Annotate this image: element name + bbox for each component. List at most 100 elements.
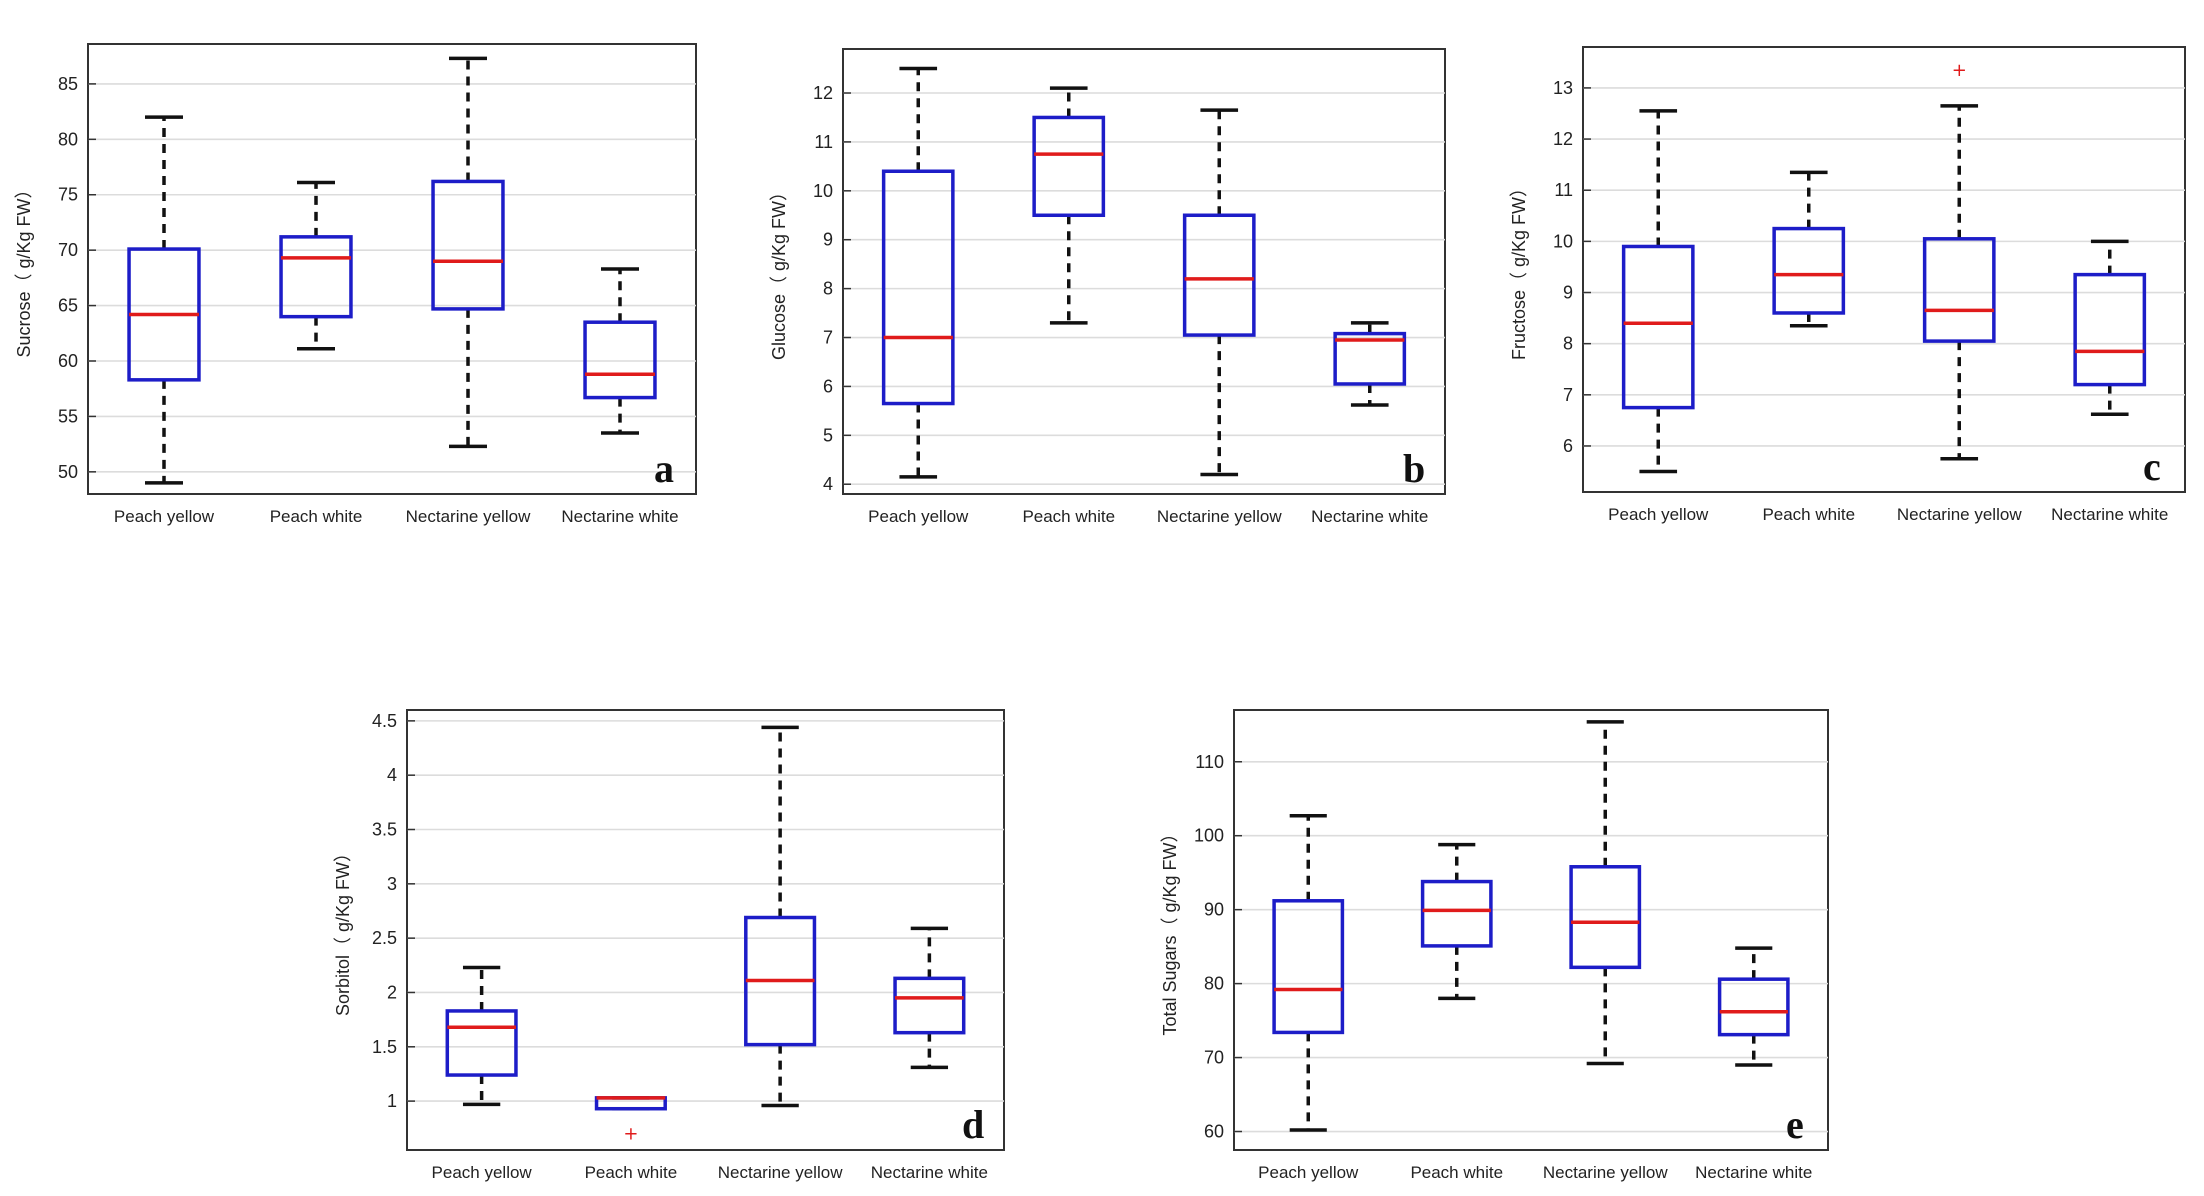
iqr-box	[583, 320, 657, 400]
box-1	[127, 115, 201, 485]
iqr-box	[1272, 899, 1345, 1035]
box-1	[881, 66, 955, 479]
x-tick-label: Peach yellow	[114, 507, 215, 526]
y-tick-label: 11	[1554, 180, 1573, 200]
x-tick-label: Nectarine white	[1695, 1163, 1812, 1182]
x-tick-label: Peach white	[1022, 507, 1115, 526]
y-axis-label: Fructose（ g/Kg FW）	[1509, 179, 1529, 360]
x-tick-label: Nectarine white	[1311, 507, 1428, 526]
outlier-marker: +	[1952, 60, 1967, 81]
plot-area	[842, 48, 1446, 495]
x-tick-label: Nectarine yellow	[1897, 505, 2022, 524]
iqr-box	[1420, 879, 1493, 948]
box-3	[1182, 108, 1256, 477]
box-1	[1272, 813, 1345, 1132]
x-tick-label: Peach yellow	[868, 507, 969, 526]
x-tick-label: Nectarine yellow	[1543, 1163, 1668, 1182]
outlier-marker: +	[623, 1124, 638, 1145]
y-tick-label: 70	[58, 240, 78, 260]
chart-panel-a: 50 55 60 65 70 75 80 85 Peach yellow Peach white N…	[14, 43, 697, 526]
y-tick-label: 6	[823, 376, 833, 396]
y-tick-label: 6	[1563, 436, 1573, 456]
panel-label: a	[654, 446, 674, 491]
iqr-box	[279, 235, 353, 319]
y-tick-label: 85	[58, 74, 78, 94]
y-tick-label: 5	[823, 425, 833, 445]
y-axis-label: Sucrose（ g/Kg FW）	[14, 180, 34, 357]
box-2: +	[594, 1096, 667, 1145]
y-tick-label: 10	[1553, 231, 1573, 251]
box-4	[1717, 946, 1790, 1067]
y-tick-label: 13	[1553, 78, 1573, 98]
panel-label: e	[1786, 1102, 1804, 1147]
x-tick-label: Nectarine white	[561, 507, 678, 526]
iqr-box	[1182, 213, 1256, 337]
iqr-box	[1333, 331, 1407, 386]
x-tick-label: Nectarine white	[871, 1163, 988, 1182]
y-tick-label: 55	[58, 406, 78, 426]
chart-panel-e: 60 70 80 90 100 110 Peach yellow Peach white Nec…	[1160, 709, 1829, 1182]
y-axis-label: Sorbitol（ g/Kg FW）	[333, 844, 353, 1016]
iqr-box	[881, 169, 955, 406]
x-tick-label: Peach white	[1410, 1163, 1503, 1182]
box-3	[744, 725, 817, 1108]
y-tick-label: 3.5	[372, 820, 397, 840]
iqr-box	[1772, 226, 1846, 315]
y-tick-label: 1	[387, 1091, 397, 1111]
box-2	[1032, 86, 1106, 325]
box-3	[1569, 720, 1642, 1066]
y-tick-label: 2	[387, 982, 397, 1002]
y-tick-label: 7	[1563, 385, 1573, 405]
panel-label: d	[962, 1102, 984, 1147]
plot-area	[1582, 46, 2186, 493]
panel-label: b	[1403, 446, 1425, 491]
y-tick-label: 3	[387, 874, 397, 894]
y-tick-label: 12	[813, 83, 833, 103]
iqr-box	[1717, 977, 1790, 1037]
chart-panel-c: 6 7 8 9 10 11 12 13 Peach yellow Peach white Necta…	[1509, 46, 2186, 524]
x-tick-label: Peach white	[1762, 505, 1855, 524]
box-4	[2073, 239, 2147, 417]
y-tick-label: 8	[1563, 334, 1573, 354]
box-2	[279, 180, 353, 351]
y-axis-label: Total Sugars（ g/Kg FW）	[1160, 824, 1180, 1035]
y-tick-label: 7	[823, 328, 833, 348]
y-axis-label: Glucose（ g/Kg FW）	[769, 183, 789, 360]
y-tick-label: 60	[58, 351, 78, 371]
y-tick-label: 65	[58, 296, 78, 316]
iqr-box	[1922, 237, 1996, 343]
x-tick-label: Peach white	[270, 507, 363, 526]
y-tick-label: 50	[58, 462, 78, 482]
y-tick-label: 9	[1563, 283, 1573, 303]
x-tick-label: Nectarine yellow	[406, 507, 531, 526]
box-3	[431, 56, 505, 449]
y-tick-label: 75	[58, 185, 78, 205]
y-tick-label: 12	[1553, 129, 1573, 149]
y-tick-label: 60	[1204, 1122, 1224, 1142]
y-tick-label: 80	[1204, 974, 1224, 994]
plot-area	[1233, 709, 1829, 1151]
y-tick-label: 2.5	[372, 928, 397, 948]
y-tick-label: 4.5	[372, 711, 397, 731]
iqr-box	[1621, 244, 1695, 410]
box-2	[1772, 170, 1846, 328]
box-1	[445, 965, 518, 1107]
box-3: +	[1922, 60, 1996, 461]
y-tick-label: 1.5	[372, 1037, 397, 1057]
box-4	[893, 926, 966, 1070]
y-tick-label: 10	[813, 181, 833, 201]
iqr-box	[431, 179, 505, 311]
x-tick-label: Nectarine yellow	[718, 1163, 843, 1182]
y-tick-label: 90	[1204, 900, 1224, 920]
y-tick-label: 8	[823, 279, 833, 299]
x-tick-label: Peach yellow	[432, 1163, 533, 1182]
y-tick-label: 4	[387, 765, 397, 785]
y-tick-label: 70	[1204, 1048, 1224, 1068]
x-tick-label: Peach yellow	[1258, 1163, 1359, 1182]
iqr-box	[445, 1009, 518, 1077]
plot-area	[87, 43, 697, 495]
y-tick-label: 80	[58, 129, 78, 149]
x-tick-label: Peach white	[585, 1163, 678, 1182]
y-tick-label: 11	[814, 132, 833, 152]
